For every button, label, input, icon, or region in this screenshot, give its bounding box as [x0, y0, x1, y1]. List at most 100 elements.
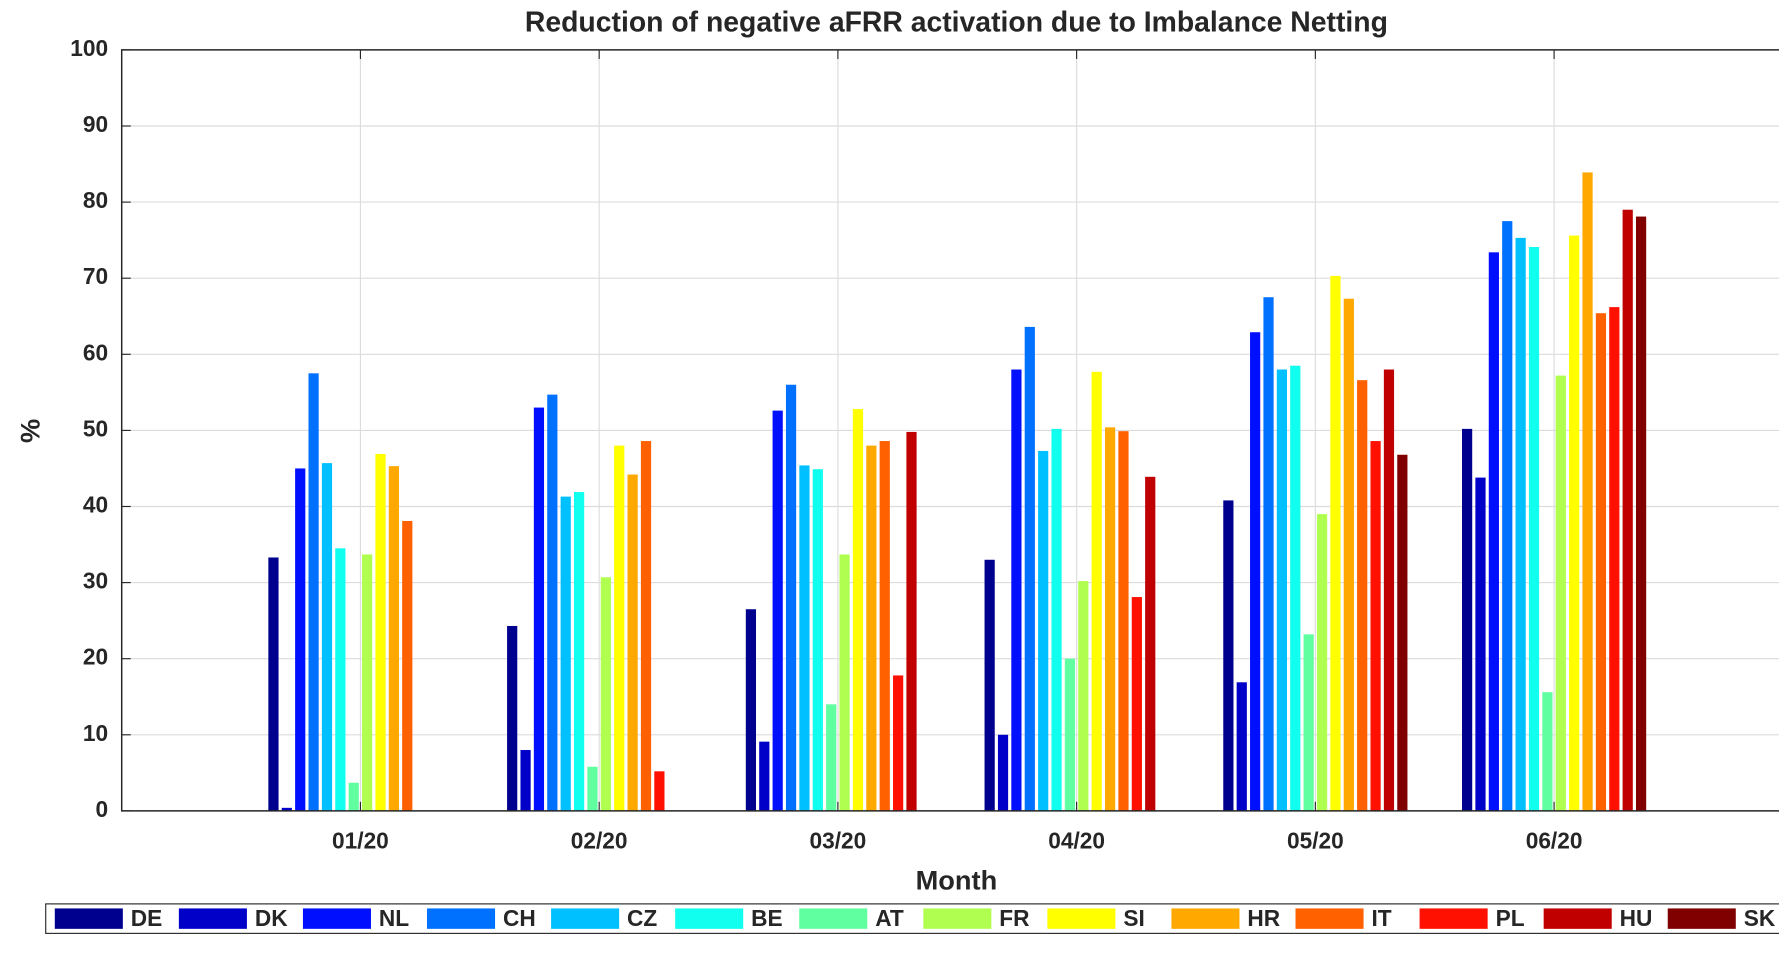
- y-tick-label: 60: [83, 339, 108, 365]
- bar: [1118, 431, 1129, 811]
- bar: [1290, 365, 1301, 811]
- bar: [1475, 477, 1486, 811]
- bar: [906, 431, 917, 811]
- legend-label: SK: [1744, 905, 1776, 931]
- x-tick-label: 06/20: [1526, 828, 1583, 854]
- bar: [335, 548, 346, 811]
- x-tick-label: 02/20: [571, 828, 628, 854]
- y-tick-label: 30: [83, 568, 108, 594]
- bar: [1488, 252, 1499, 811]
- legend-swatch: [1295, 908, 1364, 929]
- legend-swatch: [54, 908, 123, 929]
- legend-label: HU: [1620, 905, 1653, 931]
- legend-swatch: [923, 908, 992, 929]
- bar: [533, 407, 545, 811]
- bar: [1635, 216, 1647, 811]
- bar: [1316, 514, 1328, 811]
- y-tick-label: 40: [83, 491, 108, 517]
- legend-label: PL: [1496, 905, 1525, 931]
- x-tick-label: 05/20: [1287, 828, 1344, 854]
- bar: [879, 441, 890, 811]
- bar: [308, 373, 319, 811]
- bar: [295, 468, 306, 811]
- bar: [375, 453, 386, 811]
- bar: [1569, 235, 1580, 811]
- legend-swatch: [799, 908, 868, 929]
- x-axis-label: Month: [916, 865, 998, 896]
- y-tick-label: 80: [83, 187, 108, 213]
- bar: [507, 625, 518, 811]
- legend-label: NL: [379, 905, 409, 931]
- bar: [1582, 172, 1593, 811]
- bar: [1343, 298, 1354, 811]
- bar: [573, 492, 585, 811]
- bar: [1276, 369, 1288, 811]
- bar: [1595, 313, 1607, 811]
- bar: [614, 445, 625, 811]
- y-tick-label: 100: [70, 35, 108, 61]
- legend-label: IT: [1372, 905, 1392, 931]
- bar: [348, 782, 359, 811]
- legend-label: CZ: [627, 905, 657, 931]
- bar: [1370, 441, 1381, 811]
- bar: [799, 465, 810, 811]
- bar: [268, 557, 279, 811]
- legend-swatch: [178, 908, 247, 929]
- bar: [1357, 380, 1368, 811]
- legend-label: CH: [503, 905, 536, 931]
- bar: [785, 384, 797, 811]
- bar: [388, 466, 399, 811]
- bar: [1051, 428, 1062, 811]
- bar: [627, 474, 638, 811]
- legend-swatch: [1047, 908, 1116, 929]
- bar: [560, 496, 571, 811]
- bar: [997, 734, 1009, 811]
- bar: [1528, 246, 1540, 811]
- bar: [1303, 634, 1314, 811]
- legend-label: SI: [1123, 905, 1144, 931]
- bar: [1131, 597, 1142, 811]
- y-tick-label: 20: [83, 644, 108, 670]
- bar: [1038, 450, 1049, 811]
- bar: [547, 394, 558, 811]
- bar: [1250, 332, 1261, 811]
- bar: [1502, 221, 1513, 811]
- bar: [759, 741, 770, 811]
- bar: [1542, 692, 1553, 811]
- legend-label: HR: [1247, 905, 1280, 931]
- bar: [1078, 581, 1089, 811]
- bar: [1223, 500, 1234, 811]
- bar: [1024, 326, 1035, 811]
- bar: [1609, 307, 1620, 811]
- legend-swatch: [302, 908, 371, 929]
- legend-label: AT: [875, 905, 904, 931]
- bar: [984, 559, 995, 811]
- bar: [893, 675, 904, 811]
- bar: [587, 766, 598, 811]
- y-tick-label: 0: [95, 796, 108, 822]
- axes-frame: [120, 49, 1779, 812]
- bar: [1236, 682, 1247, 811]
- bar: [1555, 375, 1566, 811]
- bar: [640, 441, 652, 811]
- legend-swatch: [1543, 908, 1612, 929]
- x-tick-label: 04/20: [1048, 828, 1105, 854]
- bar: [600, 577, 611, 811]
- bar: [281, 807, 292, 811]
- bar: [654, 771, 665, 811]
- legend-swatch: [551, 908, 620, 929]
- bar: [772, 410, 783, 811]
- bar: [1011, 369, 1022, 811]
- bar: [520, 750, 531, 811]
- bar: [852, 409, 864, 811]
- bar: [1622, 209, 1633, 811]
- legend-swatch: [1419, 908, 1488, 929]
- x-tick-label: 03/20: [810, 828, 867, 854]
- legend-swatch: [1171, 908, 1240, 929]
- bar: [1462, 428, 1473, 811]
- bar: [1064, 658, 1076, 811]
- y-tick-label: 10: [83, 720, 108, 746]
- legend-label: DE: [131, 905, 163, 931]
